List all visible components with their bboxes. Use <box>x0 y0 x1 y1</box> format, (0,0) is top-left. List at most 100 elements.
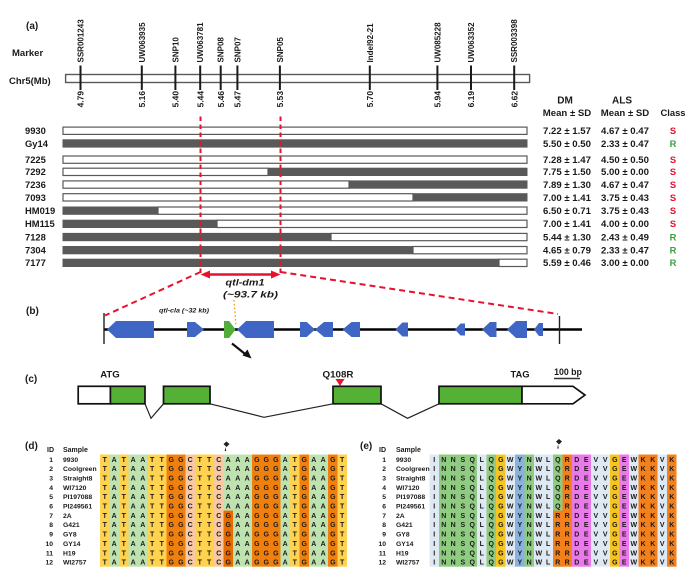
svg-text:HM019: HM019 <box>25 205 55 216</box>
svg-text:(b): (b) <box>26 306 39 317</box>
svg-text:3.75 ± 0.43: 3.75 ± 0.43 <box>601 206 649 217</box>
svg-text:5.40: 5.40 <box>171 91 181 108</box>
svg-text:6.62: 6.62 <box>509 91 519 108</box>
svg-text:Straight8: Straight8 <box>396 476 426 483</box>
svg-text:S: S <box>670 205 676 216</box>
svg-text:12: 12 <box>45 560 53 567</box>
svg-text:4.50 ± 0.50: 4.50 ± 0.50 <box>601 155 649 166</box>
svg-text:(~93.7 kb): (~93.7 kb) <box>223 290 278 301</box>
svg-text:2.43 ± 0.49: 2.43 ± 0.49 <box>601 233 649 244</box>
svg-text:R: R <box>670 257 677 268</box>
svg-text:7.28 ± 1.47: 7.28 ± 1.47 <box>543 155 591 166</box>
svg-text:5: 5 <box>49 494 53 501</box>
svg-text:SNP10: SNP10 <box>171 37 180 63</box>
svg-text:qtl-dm1: qtl-dm1 <box>226 278 265 288</box>
svg-text:Class: Class <box>660 107 685 118</box>
svg-text:7.89 ± 1.30: 7.89 ± 1.30 <box>543 180 591 191</box>
svg-text:DM: DM <box>557 96 573 107</box>
svg-text:ATG: ATG <box>100 370 120 381</box>
svg-text:7292: 7292 <box>25 166 46 177</box>
svg-text:7225: 7225 <box>25 154 46 165</box>
svg-text:10: 10 <box>378 541 386 548</box>
svg-text:Mean ± SD: Mean ± SD <box>601 108 650 119</box>
svg-text:7.22 ± 1.57: 7.22 ± 1.57 <box>543 126 591 137</box>
svg-text:SSR003398: SSR003398 <box>510 19 519 63</box>
svg-text:4.67 ± 0.47: 4.67 ± 0.47 <box>601 180 649 191</box>
svg-text:Chr5(Mb): Chr5(Mb) <box>9 76 51 87</box>
svg-text:11: 11 <box>46 550 53 557</box>
svg-text:ID: ID <box>47 447 54 454</box>
svg-text:S: S <box>670 154 676 165</box>
svg-text:6: 6 <box>382 504 386 511</box>
svg-text:9: 9 <box>49 532 53 539</box>
svg-text:Q108R: Q108R <box>323 370 354 381</box>
svg-text:6.50 ± 0.71: 6.50 ± 0.71 <box>543 206 592 217</box>
svg-text:GY8: GY8 <box>396 532 410 539</box>
svg-text:7128: 7128 <box>25 232 46 243</box>
svg-text:7236: 7236 <box>25 179 46 190</box>
svg-text:1: 1 <box>382 457 386 464</box>
svg-text:SNP05: SNP05 <box>276 37 285 63</box>
svg-text:9930: 9930 <box>396 457 411 464</box>
svg-text:3: 3 <box>382 476 386 483</box>
svg-text:5: 5 <box>382 494 386 501</box>
svg-text:qtl-cla (~32 kb): qtl-cla (~32 kb) <box>159 308 209 315</box>
svg-text:H19: H19 <box>396 550 409 557</box>
svg-text:7.75 ± 1.50: 7.75 ± 1.50 <box>543 167 591 178</box>
svg-text:7: 7 <box>49 513 53 520</box>
svg-text:Marker: Marker <box>12 48 43 59</box>
svg-text:2.33 ± 0.47: 2.33 ± 0.47 <box>601 139 649 150</box>
svg-text:Sample: Sample <box>396 447 421 454</box>
svg-text:R: R <box>670 245 677 256</box>
svg-text:5.50 ± 0.50: 5.50 ± 0.50 <box>543 139 591 150</box>
svg-text:6.19: 6.19 <box>466 91 476 108</box>
svg-text:9930: 9930 <box>63 457 78 464</box>
svg-text:9930: 9930 <box>25 125 46 136</box>
svg-text:R: R <box>670 232 677 243</box>
svg-text:S: S <box>670 218 676 229</box>
svg-text:WI2757: WI2757 <box>396 560 420 567</box>
svg-text:8: 8 <box>49 522 53 529</box>
svg-text:UW085228: UW085228 <box>433 22 442 63</box>
svg-text:8: 8 <box>382 522 386 529</box>
svg-text:Indel92-21: Indel92-21 <box>366 23 375 63</box>
svg-text:100 bp: 100 bp <box>554 367 582 377</box>
svg-text:G421: G421 <box>63 522 80 529</box>
svg-text:4.79: 4.79 <box>76 91 86 108</box>
svg-text:(e): (e) <box>360 441 372 452</box>
svg-text:WI2757: WI2757 <box>63 560 87 567</box>
svg-text:Sample: Sample <box>63 447 88 454</box>
svg-text:5.47: 5.47 <box>233 91 243 108</box>
svg-text:Mean ± SD: Mean ± SD <box>543 108 592 119</box>
svg-text:Coolgreen: Coolgreen <box>396 466 430 473</box>
svg-text:HM115: HM115 <box>25 218 55 229</box>
svg-text:(c): (c) <box>25 374 37 385</box>
svg-text:7177: 7177 <box>25 257 46 268</box>
svg-text:1: 1 <box>49 457 53 464</box>
svg-text:2A: 2A <box>63 513 72 520</box>
svg-text:7.00 ± 1.41: 7.00 ± 1.41 <box>543 193 592 204</box>
svg-text:3.75 ± 0.43: 3.75 ± 0.43 <box>601 193 649 204</box>
svg-text:PI249561: PI249561 <box>396 504 425 511</box>
svg-text:7093: 7093 <box>25 192 46 203</box>
svg-text:4.67 ± 0.47: 4.67 ± 0.47 <box>601 126 649 137</box>
svg-text:PI197088: PI197088 <box>63 494 92 501</box>
svg-text:7304: 7304 <box>25 245 47 256</box>
svg-text:WI7120: WI7120 <box>396 485 420 492</box>
svg-text:5.94: 5.94 <box>433 91 443 108</box>
svg-text:GY14: GY14 <box>63 541 81 548</box>
svg-text:5.59 ± 0.46: 5.59 ± 0.46 <box>543 258 591 269</box>
svg-text:S: S <box>670 166 676 177</box>
svg-text:5.16: 5.16 <box>137 91 147 108</box>
svg-text:TAG: TAG <box>510 369 529 380</box>
svg-text:UW063352: UW063352 <box>467 22 476 63</box>
svg-text:PI249561: PI249561 <box>63 504 92 511</box>
svg-text:Coolgreen: Coolgreen <box>63 466 97 473</box>
svg-text:WI7120: WI7120 <box>63 485 87 492</box>
svg-text:G421: G421 <box>396 522 413 529</box>
svg-text:GY8: GY8 <box>63 532 77 539</box>
svg-text:S: S <box>670 125 676 136</box>
svg-text:UW063781: UW063781 <box>196 22 205 63</box>
svg-text:2.33 ± 0.47: 2.33 ± 0.47 <box>601 246 649 257</box>
svg-text:Straight8: Straight8 <box>63 476 93 483</box>
